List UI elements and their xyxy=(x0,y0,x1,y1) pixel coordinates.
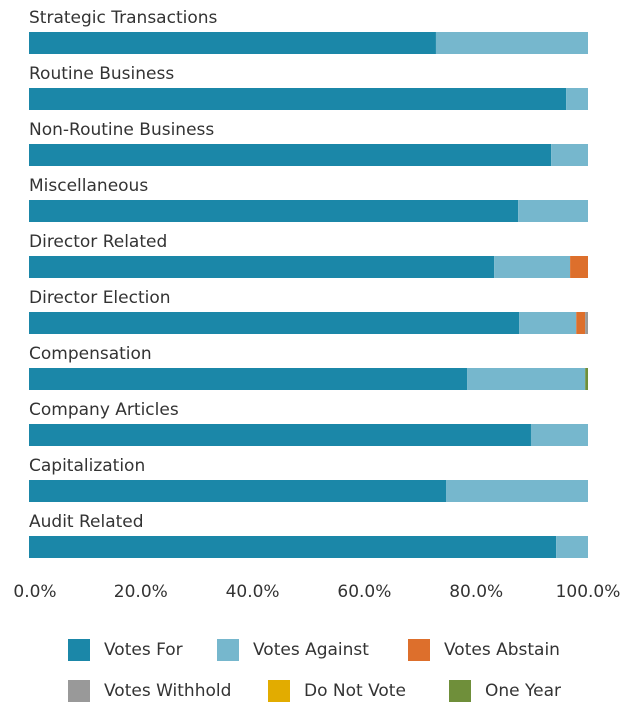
category-label: Director Election xyxy=(29,288,171,308)
legend-label: One Year xyxy=(485,681,561,701)
legend-swatch xyxy=(68,639,90,661)
bar-segment xyxy=(29,144,552,166)
x-tick-label: 40.0% xyxy=(226,582,280,602)
bar-segment xyxy=(467,368,586,390)
x-tick-label: 80.0% xyxy=(449,582,503,602)
bar-segment xyxy=(29,312,520,334)
category-label: Audit Related xyxy=(29,512,144,532)
bar-segment xyxy=(29,88,567,110)
category-label: Company Articles xyxy=(29,400,179,420)
bar-segment xyxy=(576,312,586,334)
bar-segment xyxy=(29,32,436,54)
legend-swatch xyxy=(68,680,90,702)
category-label: Strategic Transactions xyxy=(29,8,218,28)
legend-label: Votes Against xyxy=(253,640,369,660)
legend-swatch xyxy=(217,639,239,661)
category-label: Routine Business xyxy=(29,64,174,84)
category-label: Miscellaneous xyxy=(29,176,148,196)
bar-segment xyxy=(494,256,571,278)
legend-label: Votes Abstain xyxy=(444,640,560,660)
bar-segment xyxy=(446,480,588,502)
legend-swatch xyxy=(268,680,290,702)
category-label: Non-Routine Business xyxy=(29,120,214,140)
legend-swatch xyxy=(449,680,471,702)
bar-segment xyxy=(29,536,557,558)
bar-segment xyxy=(518,200,588,222)
bar-segment xyxy=(585,368,588,390)
legend-label: Votes For xyxy=(104,640,183,660)
category-label: Capitalization xyxy=(29,456,145,476)
bar-segment xyxy=(29,424,531,446)
bar-segment xyxy=(435,32,588,54)
bar-segment xyxy=(29,480,447,502)
bar-segment xyxy=(519,312,577,334)
category-label: Compensation xyxy=(29,344,152,364)
bar-segment xyxy=(530,424,588,446)
bar-segment xyxy=(29,368,468,390)
bar-segment xyxy=(570,256,588,278)
legend-label: Do Not Vote xyxy=(304,681,406,701)
category-label: Director Related xyxy=(29,232,167,252)
bar-segment xyxy=(566,88,588,110)
x-tick-label: 20.0% xyxy=(114,582,168,602)
bar-segment xyxy=(556,536,588,558)
bar-segment xyxy=(29,256,495,278)
legend-label: Votes Withhold xyxy=(104,681,231,701)
bar-segment xyxy=(551,144,588,166)
x-tick-label: 60.0% xyxy=(337,582,391,602)
x-tick-label: 100.0% xyxy=(556,582,621,602)
legend-swatch xyxy=(408,639,430,661)
bar-segment xyxy=(29,200,519,222)
x-tick-label: 0.0% xyxy=(13,582,56,602)
bar-segment xyxy=(585,312,588,334)
